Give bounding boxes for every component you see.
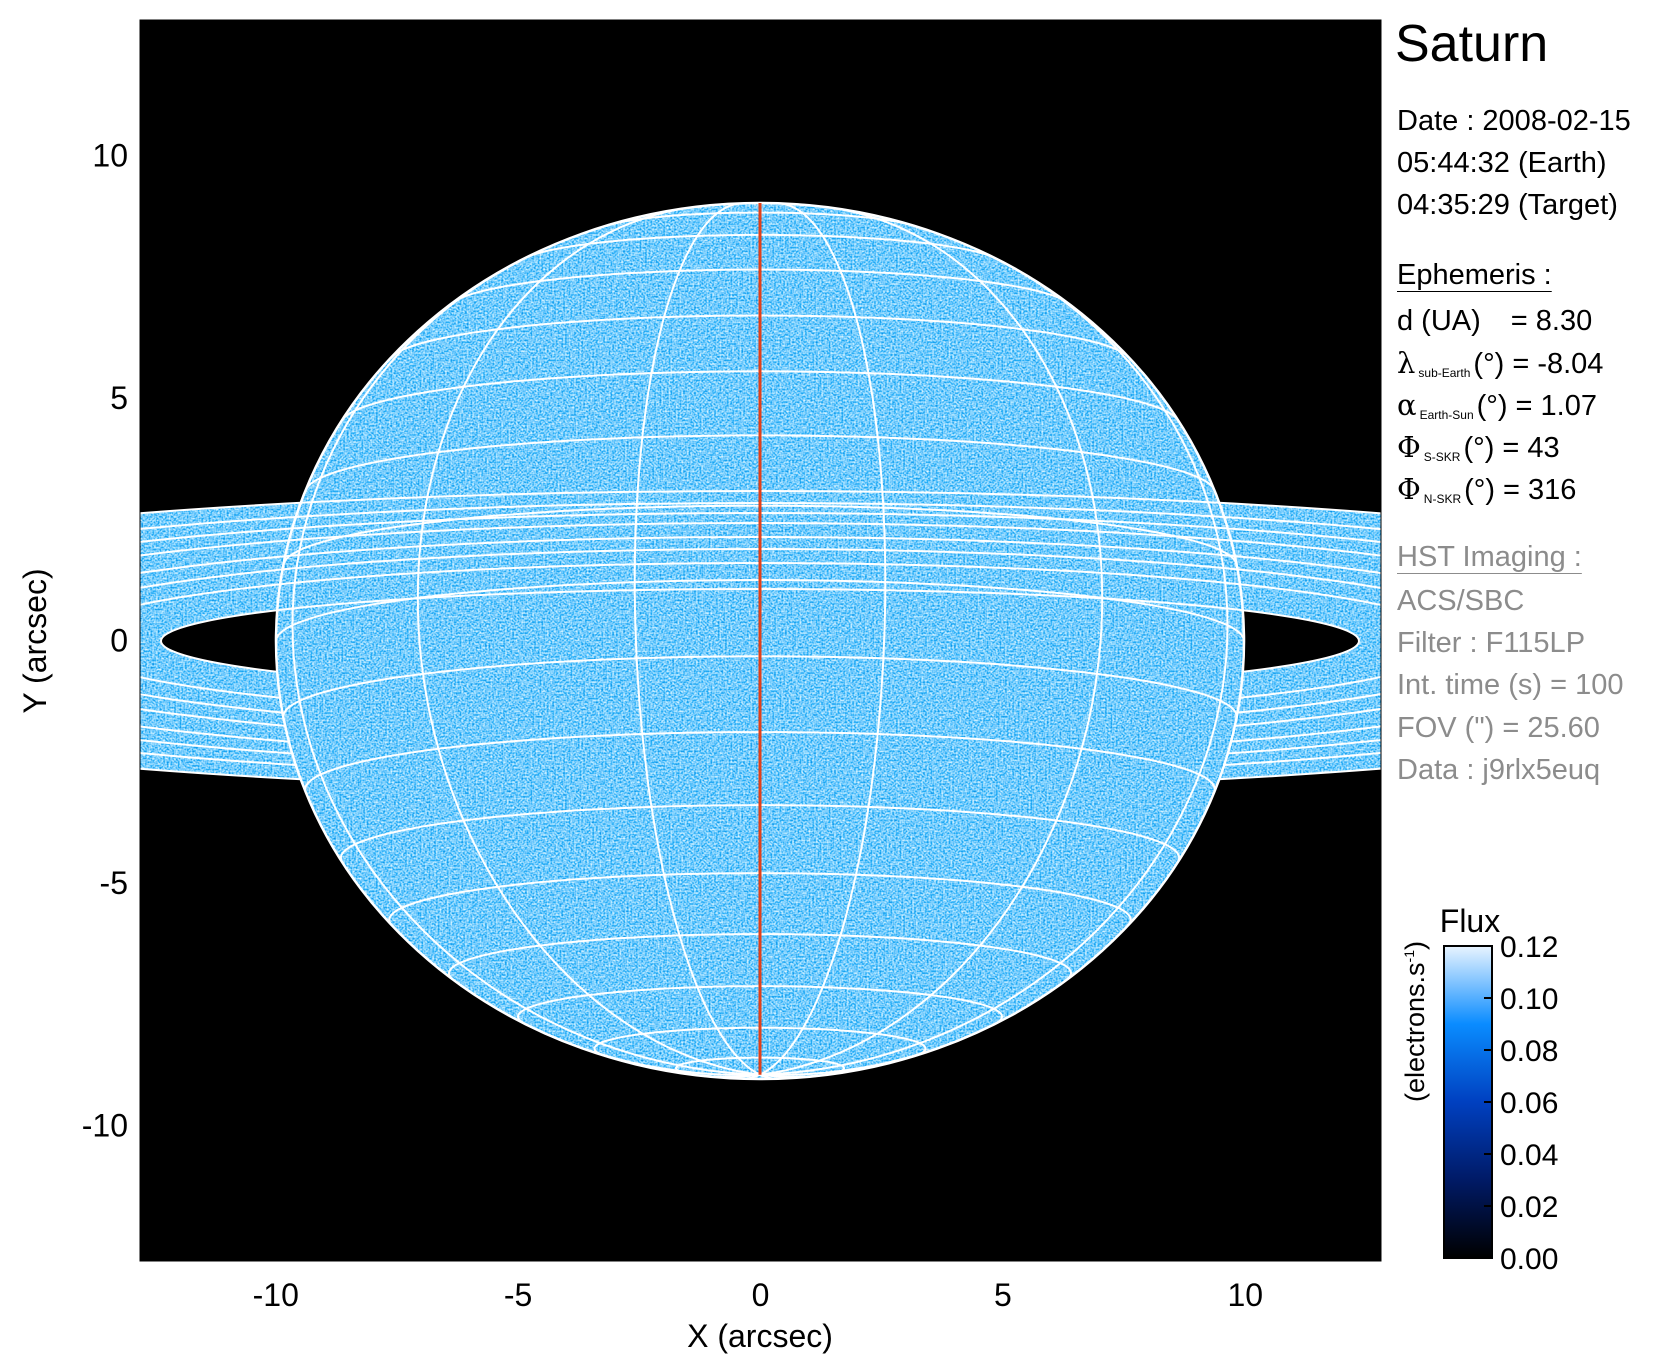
date: Date : 2008-02-15 <box>1397 105 1631 137</box>
ephemeris-label: (°) <box>1463 432 1495 464</box>
filter: Filter : F115LP <box>1397 627 1586 659</box>
colorbar-tick-label: 0.02 <box>1500 1191 1558 1224</box>
ephemeris-value: = 1.07 <box>1515 390 1597 422</box>
meridian-line <box>759 206 1104 1076</box>
meridian-line <box>759 256 1229 1076</box>
data-id: Data : j9rlx5euq <box>1397 754 1601 786</box>
y-tick-label: 10 <box>92 138 128 174</box>
y-tick-label: 0 <box>110 623 128 659</box>
ephemeris-label: d (UA) <box>1397 305 1481 337</box>
ephemeris-value: = -8.04 <box>1512 348 1604 380</box>
meridian-line <box>759 202 887 1076</box>
x-axis-label: X (arcsec) <box>687 1318 833 1354</box>
ephemeris-row: Φ N-SKR (°) = 316 <box>1397 468 1576 520</box>
ephemeris-subscript: S-SKR <box>1423 450 1461 464</box>
y-axis-label: Y (arcsec) <box>17 568 53 713</box>
ephemeris-row: Φ S-SKR (°) = 43 <box>1397 426 1560 478</box>
ephemeris-subscript: Earth-Sun <box>1419 408 1474 422</box>
ephemeris-label: (°) <box>1473 348 1505 380</box>
x-tick-label: 0 <box>752 1277 770 1313</box>
ephemeris-value: = 8.30 <box>1510 305 1593 337</box>
ephemeris-row: λ sub-Earth (°) = -8.04 <box>1397 342 1603 394</box>
time-earth: 05:44:32 (Earth) <box>1397 147 1607 179</box>
colorbar-tick-label: 0.04 <box>1500 1139 1558 1172</box>
y-tick-label: -5 <box>100 865 128 901</box>
x-tick-label: 5 <box>994 1277 1012 1313</box>
ephemeris-row: α Earth-Sun (°) = 1.07 <box>1397 384 1597 436</box>
ephemeris-symbol: α <box>1397 388 1417 422</box>
x-tick-label: 10 <box>1227 1277 1263 1313</box>
ephemeris-value: = 43 <box>1502 432 1560 464</box>
ephemeris-symbol: Φ <box>1397 472 1421 506</box>
colorbar-tick-label: 0.06 <box>1500 1087 1558 1120</box>
ephemeris-symbol: λ <box>1397 346 1416 380</box>
colorbar-unit-label: (electrons.s-1) <box>1400 941 1430 1102</box>
ephemeris-label: (°) <box>1464 474 1496 506</box>
x-tick-label: -10 <box>253 1277 299 1313</box>
axes: -10 -5 0 5 10 -10 -5 0 5 10 <box>82 138 1263 1313</box>
ephemeris-row: d (UA) = 8.30 <box>1397 300 1592 342</box>
int-time: Int. time (s) = 100 <box>1397 669 1624 701</box>
imaging-heading: HST Imaging : <box>1397 541 1582 573</box>
ephemeris-label: (°) <box>1476 390 1508 422</box>
meridian-line <box>291 256 761 1076</box>
ephemeris-heading: Ephemeris : <box>1397 259 1552 291</box>
y-tick-label: -10 <box>82 1107 128 1143</box>
fov: FOV (") = 25.60 <box>1397 712 1600 744</box>
colorbar-tick-label: 0.08 <box>1500 1035 1558 1068</box>
colorbar-tick-label: 0.00 <box>1500 1243 1558 1276</box>
lat-lon-grid <box>274 201 1246 1081</box>
ephemeris-subscript: N-SKR <box>1423 492 1462 506</box>
x-tick-label: -5 <box>504 1277 532 1313</box>
colorbar-tick-label: 0.10 <box>1500 983 1558 1016</box>
ephemeris-subscript: sub-Earth <box>1418 366 1471 380</box>
colorbar-title: Flux <box>1440 903 1500 939</box>
instrument: ACS/SBC <box>1397 585 1525 617</box>
ephemeris-symbol: Φ <box>1397 430 1421 464</box>
colorbar-tick-label: 0.12 <box>1500 931 1558 964</box>
colorbar: Flux 0.00 0.02 0.04 0.06 0.08 0.10 0.12 (elect… <box>1400 903 1558 1276</box>
chart-title: Saturn <box>1395 15 1549 73</box>
time-target: 04:35:29 (Target) <box>1397 189 1618 221</box>
ephemeris-value: = 316 <box>1503 474 1577 506</box>
meridian-line <box>633 202 761 1076</box>
y-tick-label: 5 <box>110 380 128 416</box>
meridian-line <box>416 206 761 1076</box>
